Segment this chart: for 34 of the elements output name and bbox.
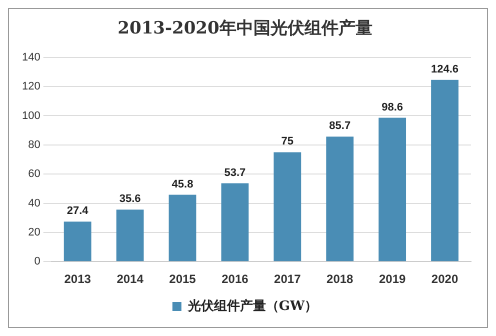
y-tick-label: 100 bbox=[22, 110, 40, 122]
data-label: 98.6 bbox=[382, 101, 404, 114]
x-tick-label: 2019 bbox=[378, 272, 406, 286]
bar bbox=[116, 210, 144, 262]
x-tick-label: 2013 bbox=[64, 272, 92, 286]
y-tick-label: 120 bbox=[22, 80, 40, 93]
legend-label: 光伏组件产量（GW） bbox=[186, 298, 318, 314]
y-tick-label: 40 bbox=[28, 197, 40, 210]
x-tick-label: 2015 bbox=[169, 272, 196, 286]
x-tick-label: 2018 bbox=[326, 272, 354, 286]
x-tick-label: 2014 bbox=[116, 272, 144, 286]
bar bbox=[326, 136, 354, 262]
x-tick-label: 2017 bbox=[274, 272, 302, 286]
data-label: 45.8 bbox=[172, 178, 194, 190]
y-tick-label: 0 bbox=[34, 256, 40, 268]
x-tick-label: 2020 bbox=[431, 272, 458, 286]
bar bbox=[431, 80, 458, 262]
y-tick-label: 20 bbox=[28, 226, 40, 238]
chart-title: 2013-2020年中国光伏组件产量 bbox=[118, 18, 372, 39]
bar bbox=[168, 194, 196, 262]
x-tick-label: 2016 bbox=[222, 272, 249, 286]
data-label: 35.6 bbox=[119, 193, 141, 206]
bar bbox=[64, 222, 92, 262]
y-tick-label: 60 bbox=[28, 168, 40, 180]
bar bbox=[274, 152, 302, 262]
data-label: 27.4 bbox=[66, 205, 90, 218]
y-tick-label: 140 bbox=[22, 51, 40, 64]
data-label: 124.6 bbox=[431, 63, 459, 76]
bar bbox=[221, 183, 249, 262]
data-label: 75 bbox=[281, 136, 294, 148]
bar bbox=[378, 118, 406, 262]
data-label: 85.7 bbox=[329, 120, 351, 132]
y-tick-label: 80 bbox=[28, 138, 40, 151]
data-label: 53.7 bbox=[224, 166, 246, 179]
